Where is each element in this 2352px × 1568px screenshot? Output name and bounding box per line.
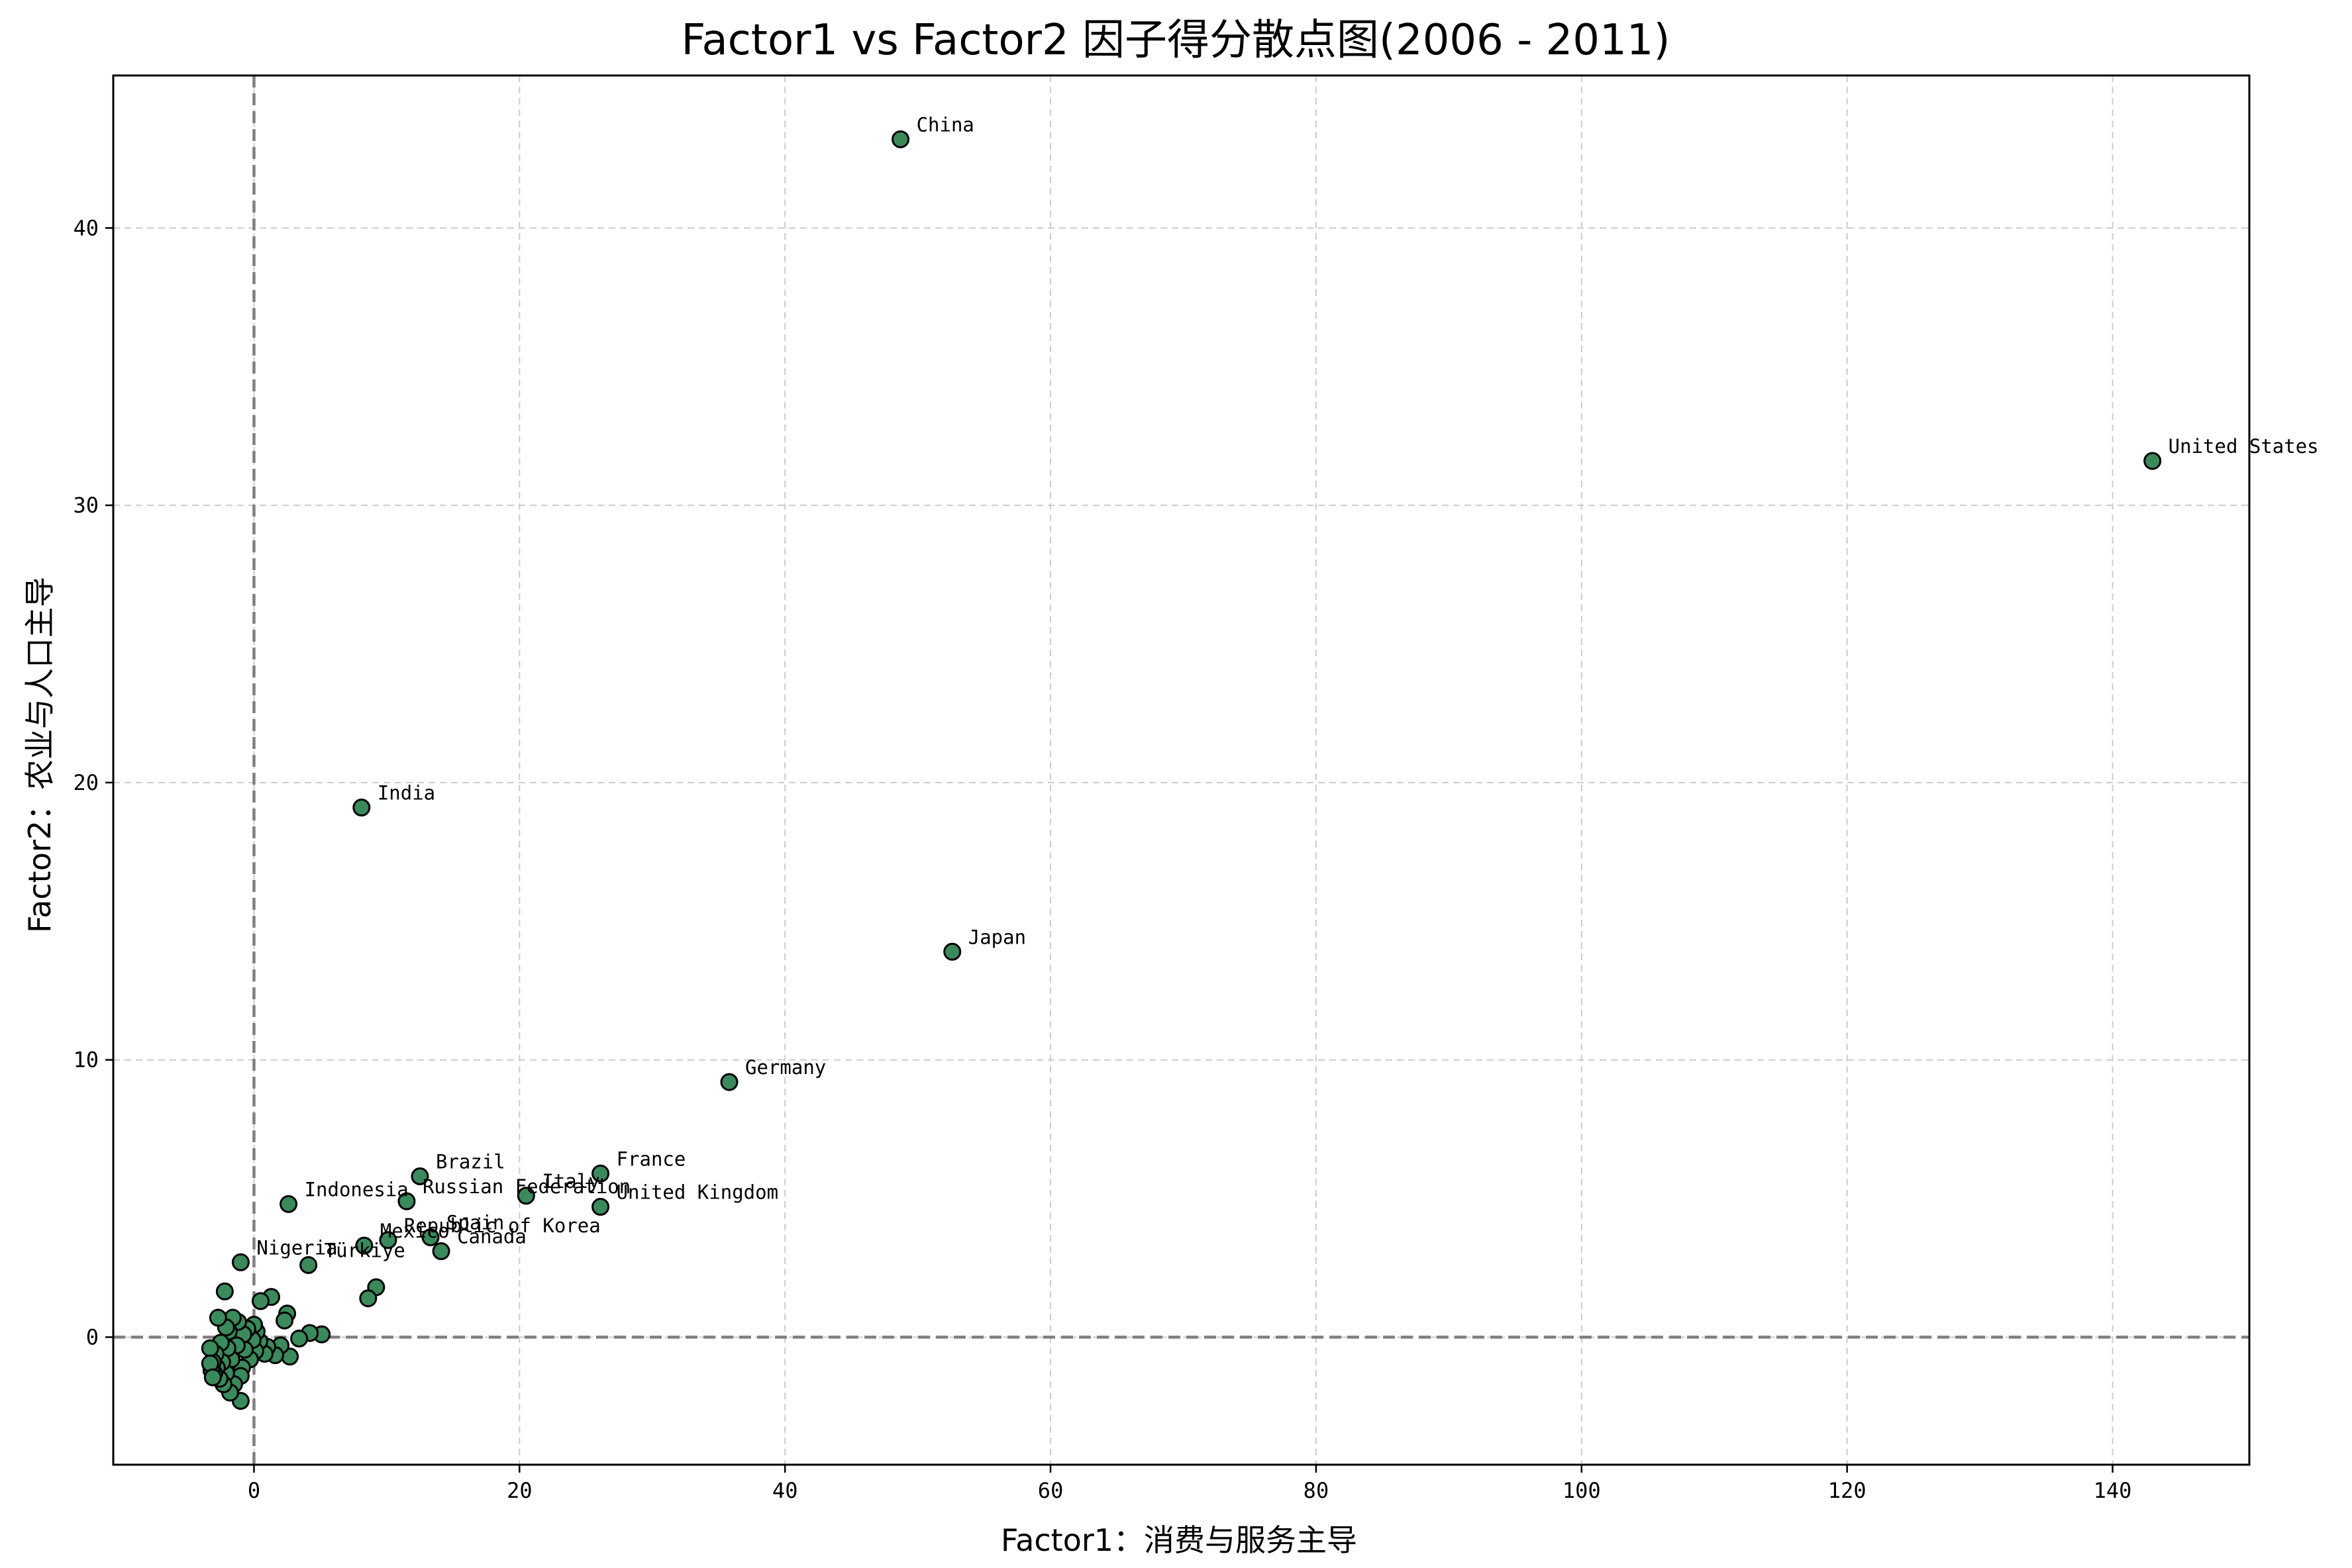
y-tick-label-3: 30 (73, 493, 99, 518)
gridlines (113, 75, 2249, 1465)
reference-lines (113, 75, 2249, 1465)
data-point-36 (215, 1282, 234, 1300)
data-point-nigeria (231, 1253, 250, 1271)
data-point-united-kingdom (591, 1198, 610, 1216)
point-label-united-states: United States (2169, 435, 2319, 458)
point-label-brazil: Brazil (436, 1150, 505, 1173)
point-label-nigeria: Nigeria (256, 1236, 337, 1259)
data-point-t-rkiye (299, 1255, 318, 1274)
point-label-canada: Canada (457, 1226, 527, 1248)
point-label-germany: Germany (745, 1056, 826, 1079)
x-tick-label-3: 60 (1038, 1478, 1064, 1503)
point-label-republic-of-korea: Republic of Korea (404, 1214, 601, 1237)
data-point-brazil (411, 1167, 429, 1185)
point-label-india: India (378, 782, 435, 805)
data-point-49 (203, 1368, 222, 1387)
point-label-italy: Italy (542, 1170, 599, 1193)
x-axis-label: Factor1：消费与服务主导 (1001, 1522, 1357, 1558)
data-point-united-states (2143, 452, 2162, 470)
point-label-t-rkiye: Türkiye (325, 1239, 405, 1261)
data-point-china (892, 130, 910, 148)
data-points (201, 130, 2162, 1410)
x-tick-label-0: 0 (248, 1478, 260, 1503)
x-tick-label-7: 140 (2094, 1478, 2132, 1503)
data-point-italy (517, 1187, 535, 1205)
y-tick-label-1: 10 (73, 1048, 99, 1073)
plot-frame (112, 74, 2251, 1466)
x-tick-label-5: 100 (1562, 1478, 1601, 1503)
data-point-41 (209, 1308, 227, 1327)
data-point-mexico (355, 1236, 374, 1255)
chart-title: Factor1 vs Factor2 因子得分散点图(2006 - 2011) (682, 16, 1670, 65)
x-tick-label-1: 20 (507, 1478, 533, 1503)
data-point-1 (359, 1289, 378, 1308)
y-tick-label-2: 20 (73, 770, 99, 795)
data-point-7 (276, 1311, 294, 1330)
data-point-13 (251, 1292, 270, 1310)
point-label-united-kingdom: United Kingdom (617, 1181, 778, 1204)
data-point-india (352, 799, 371, 817)
point-labels: China United States India Japan Germany Franc… (256, 113, 2318, 1261)
data-point-indonesia (280, 1195, 298, 1213)
x-tick-label-2: 40 (772, 1478, 798, 1503)
data-point-germany (720, 1073, 739, 1091)
point-label-russian-federation: Russian Federation (423, 1175, 631, 1198)
data-point-spain (421, 1228, 440, 1247)
x-tick-label-6: 120 (1828, 1478, 1866, 1503)
point-label-japan: Japan (968, 926, 1026, 948)
data-point-canada (432, 1242, 450, 1261)
point-label-china: China (917, 113, 974, 136)
point-label-spain: Spain (446, 1212, 504, 1234)
data-point-47 (201, 1339, 219, 1357)
data-point-4 (290, 1329, 309, 1348)
data-point-japan (943, 942, 962, 961)
axis-ticks: 0 20 40 60 80 100 120 140 0 10 20 30 40 (73, 215, 2131, 1503)
data-point-france (591, 1164, 610, 1183)
x-tick-label-4: 80 (1304, 1478, 1329, 1503)
y-tick-label-4: 40 (73, 215, 99, 240)
y-axis-label: Factor2：农业与人口主导 (22, 577, 58, 933)
data-point-republic-of-korea (379, 1231, 397, 1250)
point-label-mexico: Mexico (380, 1220, 450, 1242)
point-label-indonesia: Indonesia (305, 1178, 409, 1200)
point-label-france: France (617, 1148, 686, 1170)
data-point-russian-federation (397, 1192, 416, 1210)
y-tick-label-0: 0 (86, 1324, 99, 1349)
